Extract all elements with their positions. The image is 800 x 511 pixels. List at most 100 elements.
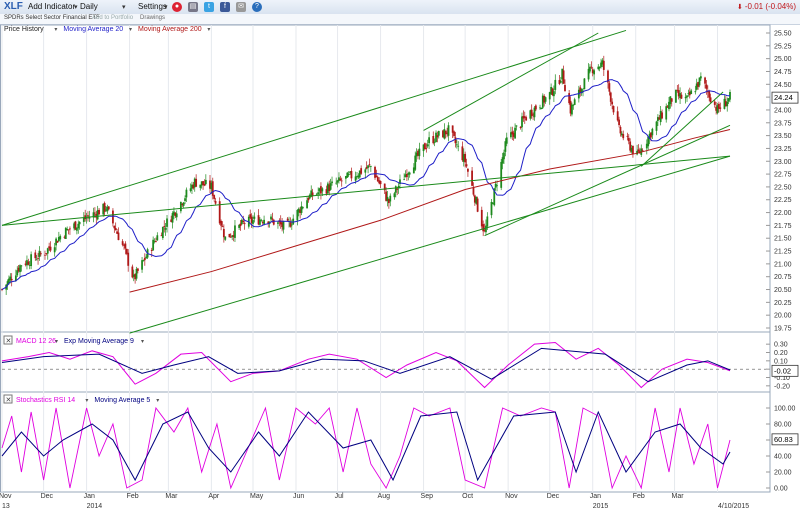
candle-body xyxy=(191,184,193,189)
candle xyxy=(397,182,400,194)
candle xyxy=(418,142,421,160)
candle-body xyxy=(124,243,127,249)
candle-body xyxy=(444,130,447,135)
candle xyxy=(590,61,593,70)
candle-body xyxy=(326,183,329,194)
candle-body xyxy=(39,253,42,255)
ma200-line xyxy=(129,128,731,293)
candle-body xyxy=(471,170,473,186)
candle xyxy=(378,177,381,185)
candle xyxy=(346,171,349,178)
chevron-down-icon[interactable]: ▾ xyxy=(74,4,78,11)
symbol-label[interactable]: XLF xyxy=(4,1,23,12)
candle xyxy=(200,181,203,189)
email-icon[interactable]: ✉ xyxy=(236,2,246,12)
candle-body xyxy=(422,144,425,152)
candle xyxy=(222,224,225,243)
candle xyxy=(514,123,516,139)
candle-body xyxy=(193,178,196,188)
candle-body xyxy=(210,182,213,190)
candle xyxy=(485,219,487,236)
facebook-icon[interactable]: f xyxy=(220,2,230,12)
stoch-ma-line xyxy=(1,410,731,482)
candle xyxy=(136,267,139,274)
candle xyxy=(107,205,110,211)
candle xyxy=(232,230,235,242)
candle xyxy=(214,197,217,206)
candle-body xyxy=(591,69,594,74)
candle xyxy=(166,214,168,233)
candle xyxy=(53,242,56,257)
trendline xyxy=(129,155,731,334)
candle xyxy=(339,175,342,182)
chevron-down-icon[interactable]: ▾ xyxy=(122,4,126,11)
candle-body xyxy=(464,153,467,163)
candle-body xyxy=(397,185,400,189)
candle xyxy=(239,220,242,231)
candle xyxy=(181,202,184,207)
candle-body xyxy=(69,228,71,230)
candle-body xyxy=(558,80,561,84)
candle xyxy=(34,249,37,261)
candle-body xyxy=(173,211,175,215)
settings-button[interactable]: Settings xyxy=(138,2,167,11)
candle-body xyxy=(121,241,124,245)
candle xyxy=(412,163,415,174)
candle xyxy=(364,167,367,179)
candle-body xyxy=(277,222,279,224)
candle-body xyxy=(145,256,148,259)
candle-body xyxy=(519,126,522,128)
candle-body xyxy=(582,90,584,92)
chevron-down-icon[interactable]: ▾ xyxy=(164,4,168,11)
help-icon[interactable]: ? xyxy=(252,2,262,12)
candle-body xyxy=(540,107,543,110)
drawings-link[interactable]: Drawings xyxy=(140,15,166,21)
candle-body xyxy=(467,168,469,172)
candle-body xyxy=(480,209,483,227)
flag-icon[interactable]: ● xyxy=(172,2,182,12)
legend-item: Moving Average 20 xyxy=(63,26,123,33)
legend-item: Stochastics RSI 14 xyxy=(16,397,75,404)
candle-body xyxy=(496,185,498,187)
candle-body xyxy=(630,147,633,152)
candle xyxy=(467,167,469,177)
candle xyxy=(572,104,575,110)
candle-body xyxy=(135,268,138,279)
candle-body xyxy=(572,104,575,106)
candle-body xyxy=(473,195,476,203)
candle-body xyxy=(472,187,475,195)
add-indicator-button[interactable]: Add Indicator xyxy=(28,2,76,11)
candle-body xyxy=(551,88,554,96)
y-tick-label: 21.25 xyxy=(774,249,792,256)
candle-body xyxy=(182,202,185,206)
candle-body xyxy=(292,218,295,225)
candle-body xyxy=(694,91,697,93)
candle xyxy=(116,229,118,234)
print-icon[interactable]: ▤ xyxy=(188,2,198,12)
candle xyxy=(63,235,66,239)
period-select[interactable]: Daily xyxy=(80,2,98,11)
twitter-icon[interactable]: t xyxy=(204,2,214,12)
close-icon-glyph: ✕ xyxy=(6,397,12,404)
candle-body xyxy=(289,222,292,227)
y-tick-label: 20.75 xyxy=(774,274,792,281)
candle xyxy=(379,180,382,188)
add-portfolio-link[interactable]: Add to Portfolio xyxy=(92,15,134,21)
candle xyxy=(135,266,138,281)
candle xyxy=(451,125,454,139)
candle xyxy=(558,75,561,86)
candle xyxy=(541,93,544,110)
candle-body xyxy=(354,176,357,181)
candle-body xyxy=(1,289,3,291)
candle xyxy=(425,143,428,153)
candle xyxy=(718,101,720,113)
close-icon-glyph: ✕ xyxy=(6,338,12,345)
candle xyxy=(597,64,600,71)
candle-body xyxy=(641,150,644,152)
candle-body xyxy=(437,131,440,136)
candle xyxy=(260,218,263,222)
candle-body xyxy=(407,173,410,175)
candle xyxy=(455,139,458,149)
candle xyxy=(522,110,525,122)
candle-body xyxy=(328,184,331,191)
